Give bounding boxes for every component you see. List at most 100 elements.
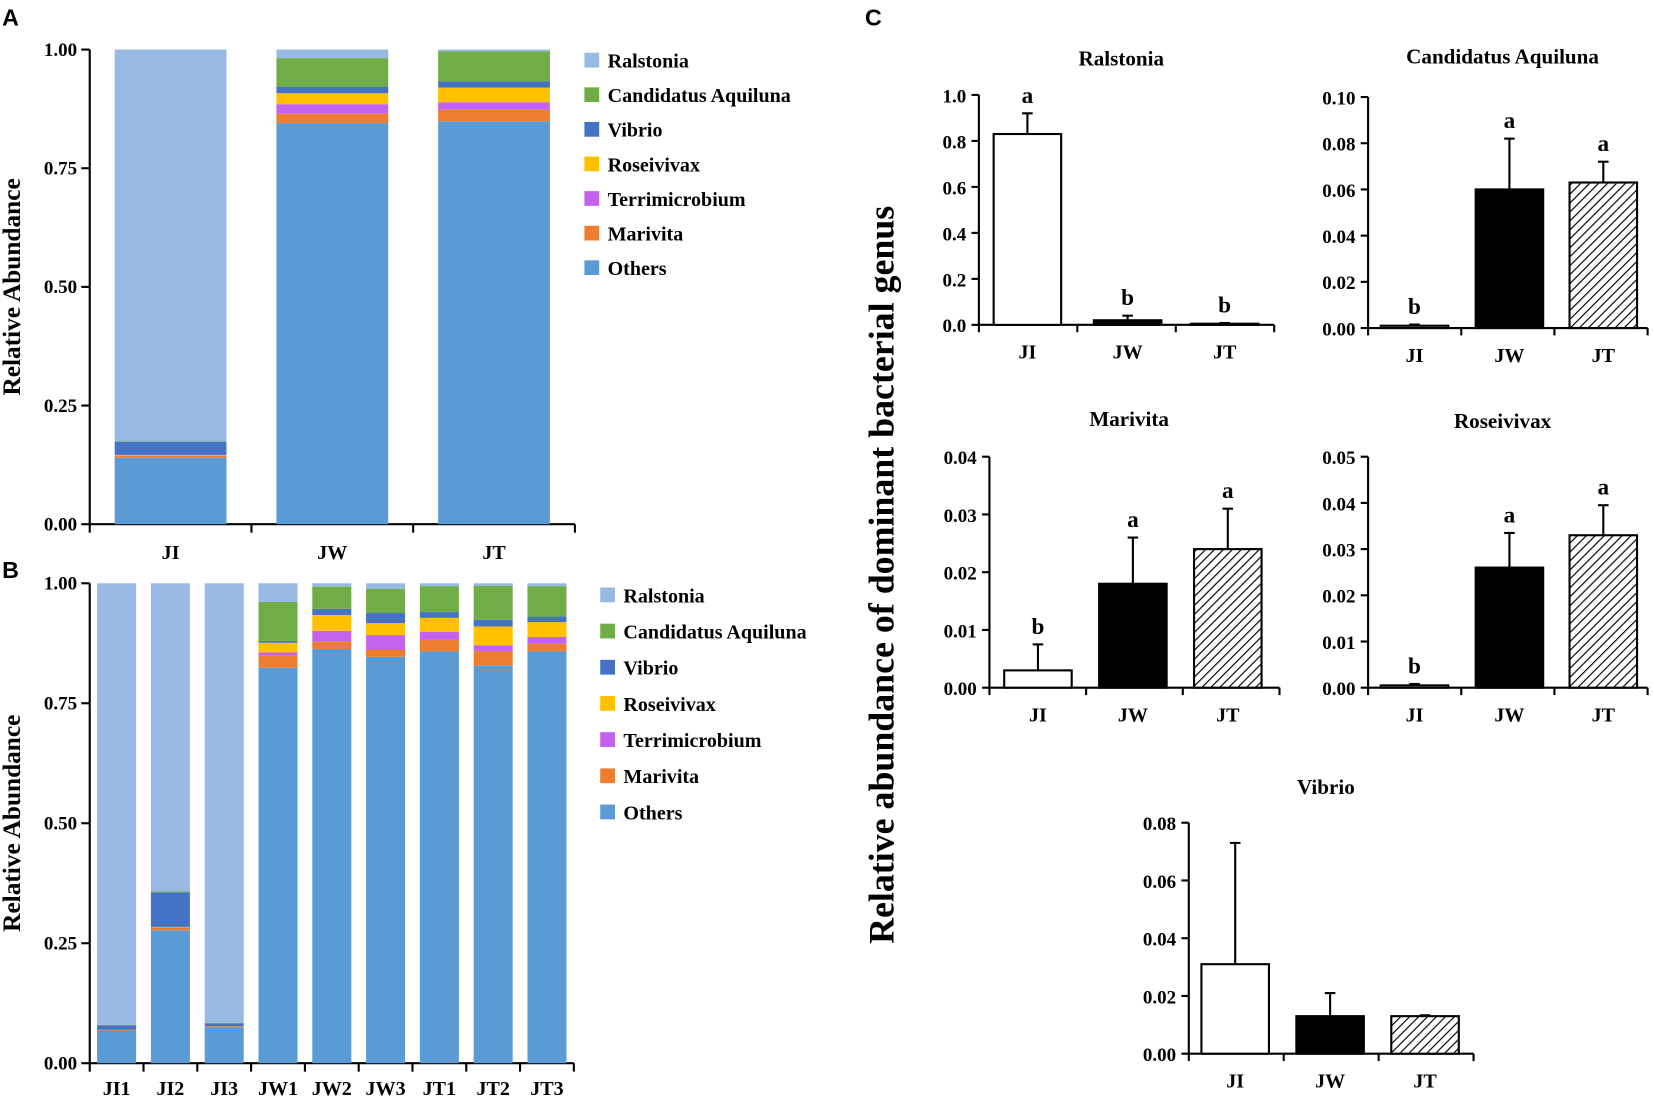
y-tick-label: 0.04 bbox=[1322, 494, 1356, 515]
y-tick-label: 0.10 bbox=[1322, 88, 1355, 109]
y-tick-label: 0.2 bbox=[943, 270, 967, 291]
significance-letter: a bbox=[1127, 507, 1139, 533]
bar-segment-candidatus-aquiluna-jw3 bbox=[366, 589, 406, 614]
subplot-title: Roseivivax bbox=[1454, 409, 1552, 433]
bar-segment-candidatus-aquiluna-jt2 bbox=[473, 585, 513, 620]
y-tick-label: 0.00 bbox=[44, 515, 77, 536]
bar-segment-others-jw2 bbox=[312, 649, 352, 1064]
panel-label-c: C bbox=[865, 4, 882, 30]
bar-segment-others-jt1 bbox=[419, 651, 459, 1064]
bar-segment-roseivivax-jt3 bbox=[527, 622, 567, 638]
legend-swatch-terrimicrobium bbox=[600, 732, 615, 747]
y-tick-label: 0.25 bbox=[44, 934, 77, 955]
bar-segment-terrimicrobium-jt3 bbox=[527, 637, 567, 644]
x-tick-label: JI bbox=[1226, 1070, 1244, 1092]
bar-segment-ralstonia-jt1 bbox=[419, 583, 459, 587]
legend-swatch-ralstonia bbox=[600, 587, 615, 603]
y-tick-label: 0.04 bbox=[944, 448, 978, 469]
bar-segment-marivita-jw3 bbox=[366, 649, 406, 657]
x-tick-label: JW bbox=[1315, 1070, 1345, 1092]
bar-jt bbox=[1568, 181, 1639, 330]
x-tick-label: JT bbox=[1213, 342, 1237, 364]
bar-segment-candidatus-aquiluna-jt3 bbox=[527, 586, 567, 617]
x-tick-label: JI bbox=[1406, 704, 1424, 726]
significance-letter: a bbox=[1504, 108, 1516, 134]
bar-segment-candidatus-aquiluna-jt1 bbox=[419, 586, 459, 613]
bar-jt bbox=[1568, 534, 1639, 689]
y-tick-label: 0.01 bbox=[1322, 633, 1355, 654]
x-tick-label: JI bbox=[1018, 342, 1036, 364]
y-tick-label: 0.02 bbox=[944, 564, 977, 585]
legend-swatch-candidatus-aquiluna bbox=[600, 623, 615, 639]
y-tick-label: 0.0 bbox=[943, 316, 967, 337]
y-tick-label: 0.03 bbox=[944, 506, 977, 527]
bar-segment-roseivivax-jw1 bbox=[258, 642, 298, 653]
x-tick-label: JT3 bbox=[530, 1078, 563, 1098]
legend-label-ralstonia: Ralstonia bbox=[608, 51, 689, 73]
bar-segment-candidatus-aquiluna-jw bbox=[276, 58, 389, 87]
legend-swatch-roseivivax bbox=[600, 696, 615, 711]
x-tick-label: JW bbox=[1113, 342, 1143, 364]
significance-letter: a bbox=[1598, 131, 1610, 157]
bar-segment-ralstonia-ji3 bbox=[204, 583, 244, 1023]
bar-segment-vibrio-jt1 bbox=[419, 612, 459, 618]
y-tick-label: 0.02 bbox=[1143, 987, 1176, 1008]
y-tick-label: 0.00 bbox=[1143, 1045, 1176, 1066]
significance-letter: a bbox=[1598, 475, 1610, 501]
bar-segment-marivita-ji3 bbox=[204, 1026, 244, 1028]
bar-segment-ralstonia-jt bbox=[438, 49, 550, 52]
bar-jt bbox=[1189, 322, 1260, 326]
bar-segment-vibrio-ji3 bbox=[204, 1023, 244, 1027]
y-tick-label: 0.04 bbox=[1143, 930, 1177, 951]
y-axis-label: Relative Abundance bbox=[0, 715, 26, 932]
x-tick-label: JI3 bbox=[210, 1078, 238, 1098]
bar-segment-terrimicrobium-jt2 bbox=[473, 645, 513, 651]
legend-swatch-candidatus-aquiluna bbox=[584, 87, 600, 103]
significance-letter: b bbox=[1121, 285, 1134, 311]
legend-swatch-others bbox=[600, 804, 615, 820]
subplot-marivita: Marivita 0.00 0.01 0.02 0.03 0.04 b JI a JW a JT bbox=[944, 407, 1281, 726]
bar-segment-ralstonia-jt2 bbox=[473, 583, 513, 586]
bar-segment-roseivivax-jt2 bbox=[473, 626, 513, 646]
y-tick-label: 0.00 bbox=[944, 679, 977, 700]
y-tick-label: 0.00 bbox=[44, 1054, 77, 1075]
y-tick-label: 0.50 bbox=[44, 277, 77, 298]
bar-segment-others-ji bbox=[114, 457, 227, 525]
y-tick-label: 0.8 bbox=[943, 132, 967, 153]
bar-segment-vibrio-ji bbox=[114, 441, 227, 455]
bar-segment-others-jt bbox=[438, 121, 550, 525]
significance-letter: a bbox=[1504, 502, 1516, 528]
y-tick-label: 0.05 bbox=[1322, 448, 1355, 469]
bar-segment-roseivivax-jw bbox=[276, 93, 389, 105]
y-tick-label: 1.00 bbox=[44, 574, 77, 595]
bar-segment-others-jt2 bbox=[473, 665, 513, 1064]
bar-jt bbox=[1193, 548, 1263, 689]
bar-jw bbox=[1474, 566, 1545, 689]
bar-segment-candidatus-aquiluna-jt bbox=[438, 51, 550, 82]
y-tick-label: 0.4 bbox=[943, 224, 967, 245]
x-tick-label: JW1 bbox=[258, 1078, 298, 1098]
bar-segment-vibrio-jt2 bbox=[473, 619, 513, 627]
bar-jw bbox=[1092, 319, 1163, 326]
x-tick-label: JT bbox=[1592, 345, 1616, 367]
legend-label-terrimicrobium: Terrimicrobium bbox=[623, 730, 761, 752]
y-tick-label: 0.50 bbox=[44, 814, 77, 835]
x-tick-label: JI1 bbox=[103, 1078, 131, 1098]
legend-swatch-others bbox=[584, 260, 600, 276]
x-tick-label: JW bbox=[317, 542, 347, 564]
legend-label-marivita: Marivita bbox=[608, 223, 684, 245]
legend-label-candidatus-aquiluna: Candidatus Aquiluna bbox=[623, 621, 806, 643]
bar-segment-roseivivax-jw3 bbox=[366, 623, 406, 636]
bar-segment-terrimicrobium-jw bbox=[276, 104, 389, 114]
bar-segment-marivita-jt2 bbox=[473, 650, 513, 666]
legend-label-roseivivax: Roseivivax bbox=[623, 694, 715, 716]
legend-label-others: Others bbox=[623, 802, 682, 824]
y-tick-label: 0.03 bbox=[1322, 540, 1355, 561]
legend-label-others: Others bbox=[608, 258, 667, 280]
bar-ji bbox=[1379, 324, 1450, 330]
x-tick-label: JT bbox=[1216, 704, 1240, 726]
legend-swatch-ralstonia bbox=[584, 52, 600, 68]
y-tick-label: 0.75 bbox=[44, 159, 77, 180]
bar-segment-marivita-ji1 bbox=[97, 1029, 137, 1031]
